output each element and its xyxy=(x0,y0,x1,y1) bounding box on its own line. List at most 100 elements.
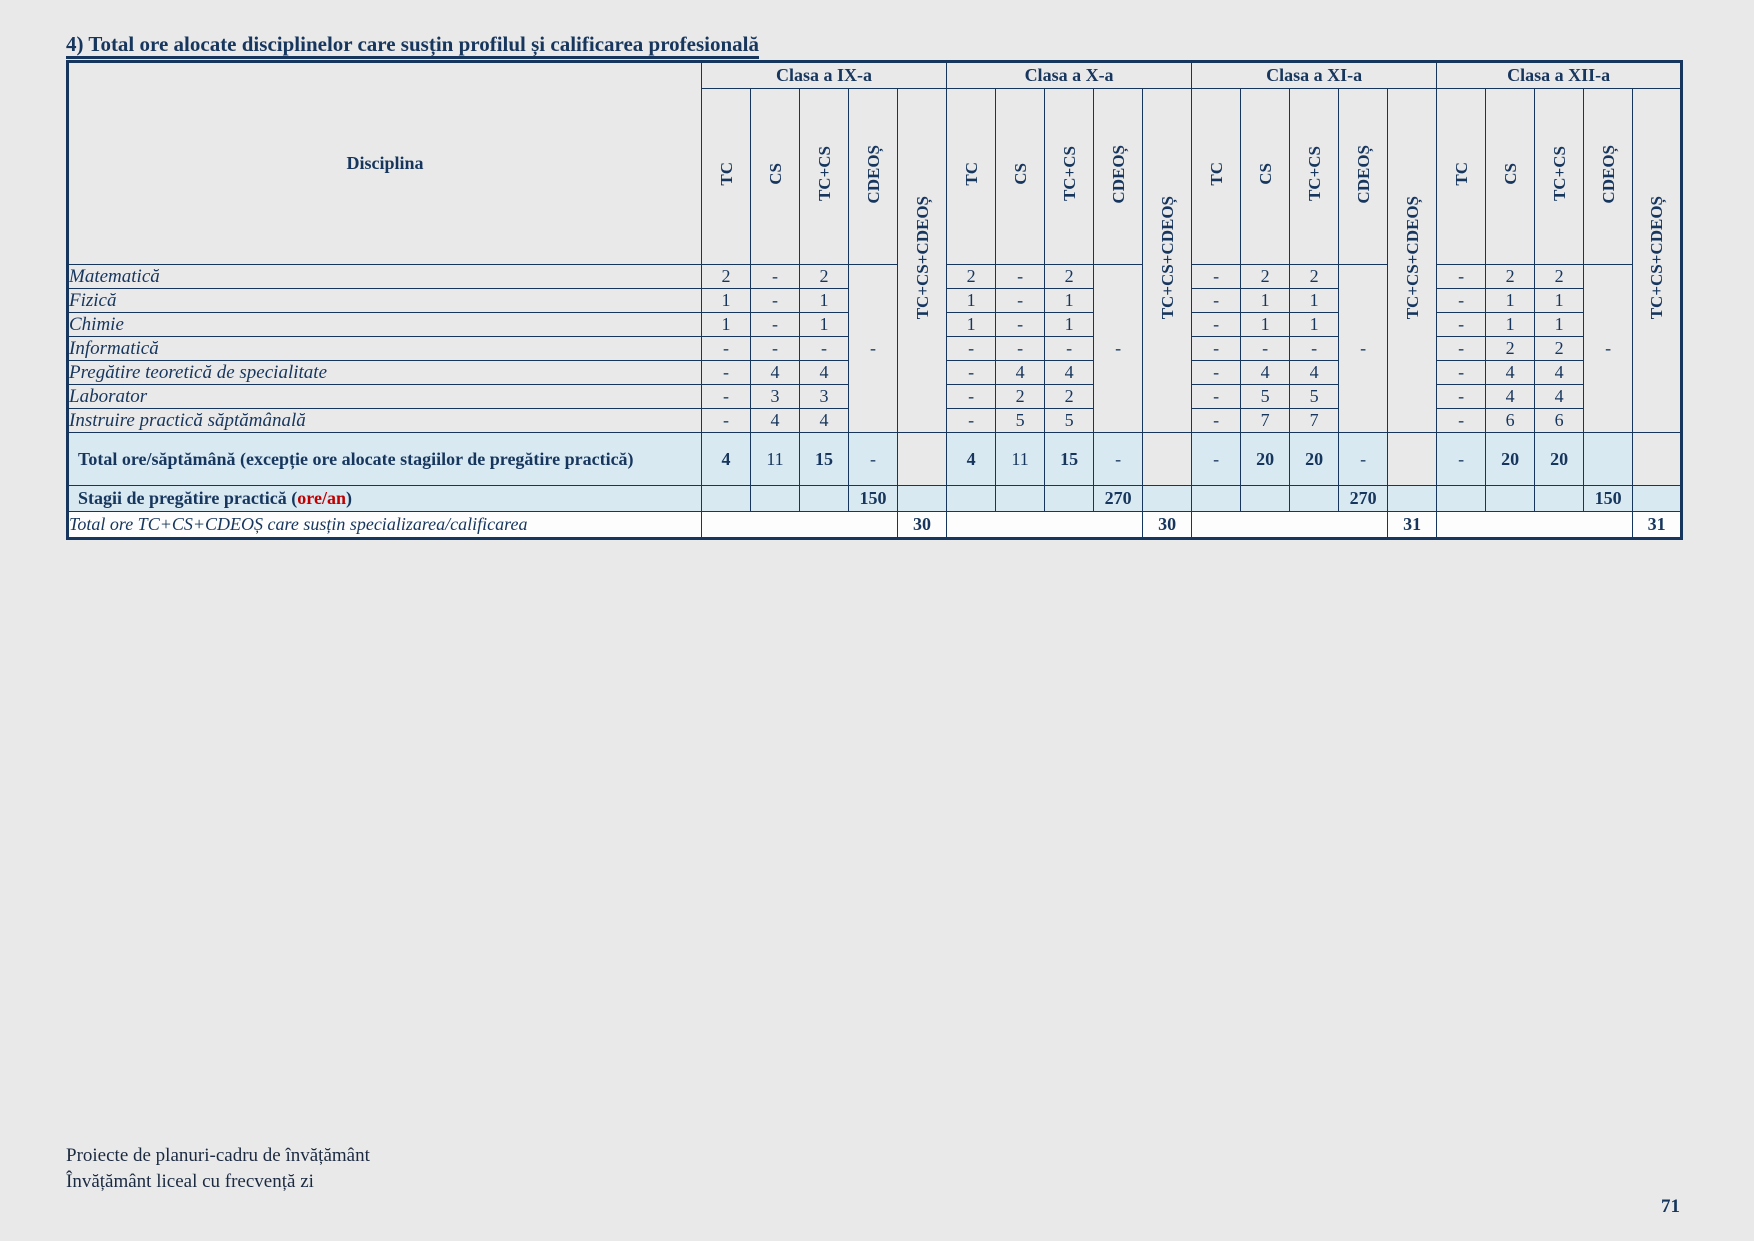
value-cell: 2 xyxy=(1485,264,1536,289)
value-cell: 1 xyxy=(1534,312,1585,337)
value-cell: - xyxy=(1191,408,1242,433)
value-cell: 2 xyxy=(946,264,997,289)
class-header-x: Clasa a X-a xyxy=(946,61,1193,89)
value-cell: - xyxy=(750,336,800,361)
value-cell: - xyxy=(701,360,751,385)
value-cell: 2 xyxy=(1044,264,1095,289)
value-cell: 20 xyxy=(1240,432,1291,486)
value-cell: 2 xyxy=(995,384,1046,409)
value-cell: - xyxy=(1093,432,1144,486)
value-cell: 1 xyxy=(1044,312,1095,337)
subheader-tc: TC xyxy=(1436,88,1487,265)
empty-cell xyxy=(799,485,849,512)
value-cell: 4 xyxy=(799,408,849,433)
value-cell xyxy=(1583,432,1634,486)
value-cell: - xyxy=(1436,288,1487,313)
value-cell: 1 xyxy=(946,312,997,337)
curriculum-table: Disciplina Clasa a IX-a Clasa a X-a Clas… xyxy=(66,60,1684,540)
cdeos-merged-cell: - xyxy=(1338,264,1389,433)
value-cell: - xyxy=(848,432,898,486)
value-cell: - xyxy=(1338,432,1389,486)
value-cell: 4 xyxy=(1289,360,1340,385)
stagii-value: 150 xyxy=(848,485,898,512)
value-cell: 1 xyxy=(1485,312,1536,337)
subheader-cs: CS xyxy=(1240,88,1291,265)
discipline-row: Matematică 2-2-2-2- -2 2- -2 2- xyxy=(67,264,1682,433)
value-cell: 5 xyxy=(995,408,1046,433)
stagii-row: Stagii de pregătire practică (ore/an) 15… xyxy=(67,485,1683,512)
value-cell: 7 xyxy=(1289,408,1340,433)
subheader-cs: CS xyxy=(1485,88,1536,265)
page-title: 4) Total ore alocate disciplinelor care … xyxy=(66,32,759,56)
empty-cell xyxy=(701,511,898,539)
value-cell: - xyxy=(1436,312,1487,337)
subheader-cs: CS xyxy=(750,88,800,265)
subheader-cdeos: CDEOȘ xyxy=(1338,88,1389,265)
value-cell: 1 xyxy=(799,288,849,313)
empty-cell xyxy=(1632,432,1683,486)
discipline-row: Laborator -3 3-2 2-5 5-4 4 xyxy=(67,384,1682,409)
value-cell: 15 xyxy=(799,432,849,486)
discipline-label: Instruire practică săptămânală xyxy=(67,408,702,433)
value-cell: - xyxy=(995,312,1046,337)
value-cell: - xyxy=(750,312,800,337)
discipline-label: Laborator xyxy=(67,384,702,409)
cdeos-merged-cell: - xyxy=(1583,264,1634,433)
value-cell: 4 xyxy=(701,432,751,486)
empty-cell xyxy=(1632,485,1683,512)
stagii-row-label: Stagii de pregătire practică (ore/an) xyxy=(67,485,702,512)
value-cell: 6 xyxy=(1485,408,1536,433)
value-cell: 1 xyxy=(701,312,751,337)
value-cell: 1 xyxy=(1240,312,1291,337)
value-cell: - xyxy=(750,288,800,313)
empty-cell xyxy=(1436,485,1487,512)
subheader-cdeos: CDEOȘ xyxy=(1093,88,1144,265)
subheader-cs: CS xyxy=(995,88,1046,265)
value-cell: 2 xyxy=(1289,264,1340,289)
empty-cell xyxy=(946,485,997,512)
final-row-label: Total ore TC+CS+CDEOȘ care susțin specia… xyxy=(67,511,702,539)
empty-cell xyxy=(1534,485,1585,512)
total-row: Total ore/săptămână (excepție ore alocat… xyxy=(67,432,1683,486)
value-cell: 4 xyxy=(799,360,849,385)
value-cell: 11 xyxy=(995,432,1046,486)
value-cell: - xyxy=(1436,408,1487,433)
empty-cell xyxy=(1142,485,1193,512)
value-cell: 20 xyxy=(1485,432,1536,486)
value-cell: - xyxy=(946,384,997,409)
value-cell: 4 xyxy=(750,408,800,433)
value-cell: 1 xyxy=(701,288,751,313)
final-total-row: Total ore TC+CS+CDEOȘ care susțin specia… xyxy=(67,511,1683,539)
class-header-xi: Clasa a XI-a xyxy=(1191,61,1438,89)
empty-cell xyxy=(701,485,751,512)
value-cell: - xyxy=(799,336,849,361)
page-number: 71 xyxy=(1661,1196,1680,1217)
value-cell: - xyxy=(1191,432,1242,486)
value-cell: 5 xyxy=(1044,408,1095,433)
stagii-value: 270 xyxy=(1093,485,1144,512)
footer-line-2: Învățământ liceal cu frecvență zi xyxy=(66,1171,314,1192)
empty-cell xyxy=(946,511,1144,539)
value-cell: - xyxy=(750,264,800,289)
subheader-tccscdeos: TC+CS+CDEOȘ xyxy=(1632,88,1683,433)
value-cell: 4 xyxy=(1534,360,1585,385)
subheader-cdeos: CDEOȘ xyxy=(1583,88,1634,265)
discipline-label: Fizică xyxy=(67,288,702,313)
value-cell: 1 xyxy=(799,312,849,337)
subheader-row: TC CS TC+CS CDEOȘ TC+CS+CDEOȘ TC CS TC+C… xyxy=(68,88,1683,433)
discipline-label: Pregătire teoretică de specialitate xyxy=(67,360,702,385)
empty-cell xyxy=(995,485,1046,512)
value-cell: - xyxy=(701,408,751,433)
empty-cell xyxy=(1240,485,1291,512)
value-cell: 1 xyxy=(1534,288,1585,313)
value-cell: 2 xyxy=(1044,384,1095,409)
footer-line-1: Proiecte de planuri-cadru de învățământ xyxy=(66,1145,370,1166)
discipline-row: Fizică 1-1 1-1-1 1-1 1 xyxy=(67,288,1682,313)
value-cell: - xyxy=(1191,336,1242,361)
value-cell: - xyxy=(1191,264,1242,289)
value-cell: - xyxy=(1191,288,1242,313)
subheader-tccscdeos: TC+CS+CDEOȘ xyxy=(896,88,948,433)
subheader-tc: TC xyxy=(1191,88,1242,265)
value-cell: - xyxy=(946,408,997,433)
disciplina-header: Disciplina xyxy=(67,61,702,265)
